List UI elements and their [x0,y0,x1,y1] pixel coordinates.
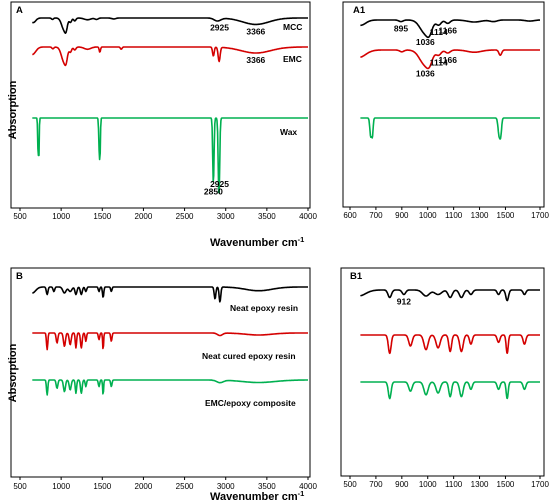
panel-A1-title: A1 [353,5,366,16]
panel-A1-tick-label: 900 [395,211,409,220]
panel-A-tick-label: 500 [13,212,27,221]
panel-B-tick-label: 1000 [52,482,70,491]
panel-B1-tick-label: 900 [395,480,409,489]
panel-A-annotation: 2925 [210,23,229,33]
panel-B1-curves [359,289,541,400]
panel-A1-wax-spectrum [359,117,541,140]
panel-A-emc-spectrum [32,46,309,67]
panel-B1-tick-label: 1000 [419,480,437,489]
panel-A1-ticks: 600 700 900 1000 1100 1300 1500 1700 [343,207,549,220]
panel-A1-frame [342,1,545,208]
panel-B1-annotations: 912 [397,297,411,307]
panel-A1-annotation: 1166 [439,25,458,35]
panel-B-frame [10,267,311,478]
panel-B-tick-label: 2500 [176,482,194,491]
panel-A-ticks: 500 1000 1500 2000 2500 3000 3500 4000 [13,208,317,221]
panel-A-frame [10,1,311,209]
panel-A-tick-label: 2000 [135,212,153,221]
legend-wax: Wax [280,127,297,137]
panel-B1-emc-epoxy-spectrum [359,381,541,400]
panel-A1-tick-label: 1100 [445,211,463,220]
panel-A-tick-label: 2500 [176,212,194,221]
y-axis-label-top: Absorption [7,80,19,139]
panel-B-tick-label: 4000 [299,482,317,491]
panel-B1-ticks: 500 700 900 1000 1100 1300 1500 1700 [343,476,549,489]
panel-B1-tick-label: 500 [343,480,357,489]
panel-A1-annotation: 1166 [439,55,458,65]
panel-A-tick-label: 4000 [299,212,317,221]
legend-emc: EMC [283,54,302,64]
panel-A1-emc-spectrum [359,49,541,70]
panel-A-tick-label: 3000 [217,212,235,221]
panel-A1-tick-label: 1300 [471,211,489,220]
panel-A-wax-spectrum [32,117,309,194]
panel-A-tick-label: 3500 [258,212,276,221]
panel-B1-tick-label: 1700 [531,480,549,489]
panel-A1-tick-label: 1000 [419,211,437,220]
legend-mcc: MCC [283,22,302,32]
panel-A1-annotation: 1114 [430,27,448,37]
x-axis-label-top: Wavenumber cm-1 [210,235,304,249]
panel-B1-neat-cured-epoxy-spectrum [359,334,541,355]
panel-A-mcc-spectrum [32,17,309,34]
panel-A1-annotation: 895 [394,24,408,34]
panel-B-tick-label: 500 [13,482,27,491]
panel-B-neat-cured-epoxy-spectrum [32,332,309,351]
panel-B1-tick-label: 1300 [471,480,489,489]
panel-A-annotation: 3366 [246,55,265,65]
panel-B1-title: B1 [350,271,363,282]
panel-B-title: B [16,271,23,282]
panel-B1-neat-epoxy-spectrum [359,289,541,302]
legend-neat-epoxy: Neat epoxy resin [230,303,298,313]
panel-B-neat-epoxy-spectrum [32,286,309,303]
panel-A1-tick-label: 1500 [497,211,515,220]
panel-B-tick-label: 3500 [258,482,276,491]
legend-neat-cured-epoxy: Neat cured epoxy resin [202,351,296,361]
panel-A1-annotation: 1114 [430,57,448,67]
panel-A1: A1 600 700 900 1000 1100 1300 1500 1700 895 1036… [342,1,549,220]
legend-emc-epoxy: EMC/epoxy composite [205,398,296,408]
panel-B-ticks: 500 1000 1500 2000 2500 3000 3500 4000 [13,477,317,491]
panel-B-emc-epoxy-spectrum [32,379,309,396]
y-axis-label-bottom: Absorption [7,343,19,402]
x-axis-label-bottom: Wavenumber cm-1 [210,489,304,503]
panel-B-tick-label: 2000 [135,482,153,491]
panel-A-tick-label: 1500 [93,212,111,221]
panel-A1-tick-label: 600 [343,211,357,220]
panel-A-title: A [16,5,23,16]
panel-A-annotation: 2850 [204,187,223,197]
panel-A1-annotation: 1036 [416,69,435,79]
panel-B1-tick-label: 700 [369,480,383,489]
panel-A: A 500 1000 1500 2000 2500 3000 3500 4000 2925 33… [10,1,317,221]
panel-A1-tick-label: 700 [369,211,383,220]
panel-B: B 500 1000 1500 2000 2500 3000 3500 4000 Neat e… [10,267,317,491]
panel-B1-annotation: 912 [397,297,411,307]
panel-A-annotation: 3366 [246,26,265,36]
panel-B1-tick-label: 1500 [497,480,515,489]
panel-B-tick-label: 3000 [217,482,235,491]
panel-B1: B1 500 700 900 1000 1100 1300 1500 1700 912 [340,267,549,489]
panel-B1-tick-label: 1100 [445,480,463,489]
panel-B1-frame [340,267,545,477]
panel-B-tick-label: 1500 [93,482,111,491]
panel-B-curves [32,286,309,396]
panel-A1-tick-label: 1700 [531,211,549,220]
panel-A1-annotation: 1036 [416,37,435,47]
panel-A1-mcc-spectrum [359,19,541,39]
panel-A1-curves [359,19,541,140]
panel-A-tick-label: 1000 [52,212,70,221]
panel-A-curves [32,17,309,194]
panel-A-annotation: 2925 [210,179,229,189]
